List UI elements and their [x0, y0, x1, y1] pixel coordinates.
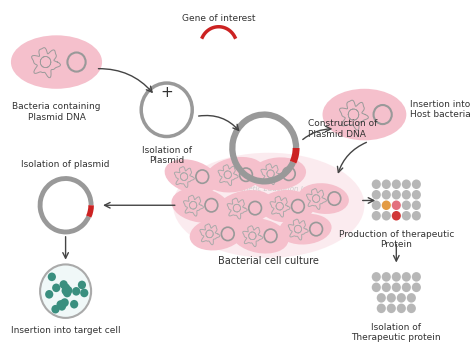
Circle shape [62, 286, 70, 295]
Circle shape [402, 190, 411, 200]
Ellipse shape [190, 217, 244, 250]
Text: Isolation of plasmid: Isolation of plasmid [21, 160, 110, 169]
Circle shape [372, 283, 381, 292]
Text: Insertion into target cell: Insertion into target cell [11, 326, 120, 334]
Circle shape [402, 283, 411, 292]
Ellipse shape [11, 35, 102, 89]
Circle shape [382, 211, 391, 221]
Circle shape [392, 190, 401, 200]
Ellipse shape [298, 183, 349, 214]
Text: Bacterial cell culture: Bacterial cell culture [219, 256, 319, 266]
Ellipse shape [231, 218, 289, 253]
Circle shape [407, 293, 416, 303]
Circle shape [397, 293, 406, 303]
Text: Bacteria containing
Plasmid DNA: Bacteria containing Plasmid DNA [12, 102, 101, 121]
Text: Isolation of
Therapeutic protein: Isolation of Therapeutic protein [352, 323, 441, 342]
Circle shape [387, 293, 396, 303]
Ellipse shape [172, 188, 229, 223]
Ellipse shape [260, 190, 314, 223]
Ellipse shape [173, 153, 365, 258]
Circle shape [80, 289, 88, 297]
Circle shape [56, 300, 64, 309]
Circle shape [372, 179, 381, 189]
Circle shape [48, 273, 56, 281]
Circle shape [382, 190, 391, 200]
Circle shape [63, 289, 71, 297]
Text: Production of therapeutic
Protein: Production of therapeutic Protein [338, 230, 454, 249]
Circle shape [62, 283, 70, 292]
Circle shape [392, 211, 401, 221]
Circle shape [377, 293, 386, 303]
Circle shape [377, 304, 386, 313]
Circle shape [51, 305, 60, 314]
Circle shape [58, 302, 66, 311]
Circle shape [382, 179, 391, 189]
Text: Isolation of
Plasmid: Isolation of Plasmid [142, 146, 191, 165]
Ellipse shape [164, 159, 218, 194]
Circle shape [412, 211, 421, 221]
Circle shape [392, 179, 401, 189]
Ellipse shape [250, 157, 306, 190]
Circle shape [60, 280, 68, 289]
Circle shape [392, 272, 401, 282]
Circle shape [62, 286, 70, 295]
Circle shape [78, 281, 86, 289]
Ellipse shape [215, 190, 274, 226]
Circle shape [382, 272, 391, 282]
Circle shape [407, 304, 416, 313]
Circle shape [387, 304, 396, 313]
Ellipse shape [205, 157, 265, 192]
Circle shape [392, 200, 401, 210]
Circle shape [72, 287, 80, 296]
Circle shape [382, 200, 391, 210]
Ellipse shape [279, 214, 331, 245]
Circle shape [412, 190, 421, 200]
Circle shape [61, 298, 69, 307]
Circle shape [372, 200, 381, 210]
Text: © Genetic Education Inc.: © Genetic Education Inc. [225, 186, 313, 192]
Circle shape [70, 300, 78, 308]
Ellipse shape [322, 89, 406, 140]
Circle shape [412, 283, 421, 292]
Text: +: + [160, 85, 173, 100]
Circle shape [402, 211, 411, 221]
Text: Gene of interest: Gene of interest [182, 14, 255, 23]
Text: Construction of
Plasmid DNA: Construction of Plasmid DNA [308, 119, 377, 139]
Circle shape [412, 200, 421, 210]
Circle shape [59, 299, 67, 308]
Circle shape [372, 211, 381, 221]
Circle shape [402, 200, 411, 210]
Circle shape [412, 272, 421, 282]
Circle shape [412, 179, 421, 189]
Circle shape [372, 272, 381, 282]
Text: Insertion into
Host bacteria: Insertion into Host bacteria [410, 100, 471, 119]
Circle shape [64, 286, 73, 295]
Circle shape [397, 304, 406, 313]
Circle shape [402, 179, 411, 189]
Circle shape [402, 272, 411, 282]
Circle shape [40, 264, 91, 318]
Circle shape [392, 283, 401, 292]
Circle shape [45, 290, 53, 299]
Circle shape [52, 284, 60, 292]
Circle shape [382, 283, 391, 292]
Circle shape [372, 190, 381, 200]
